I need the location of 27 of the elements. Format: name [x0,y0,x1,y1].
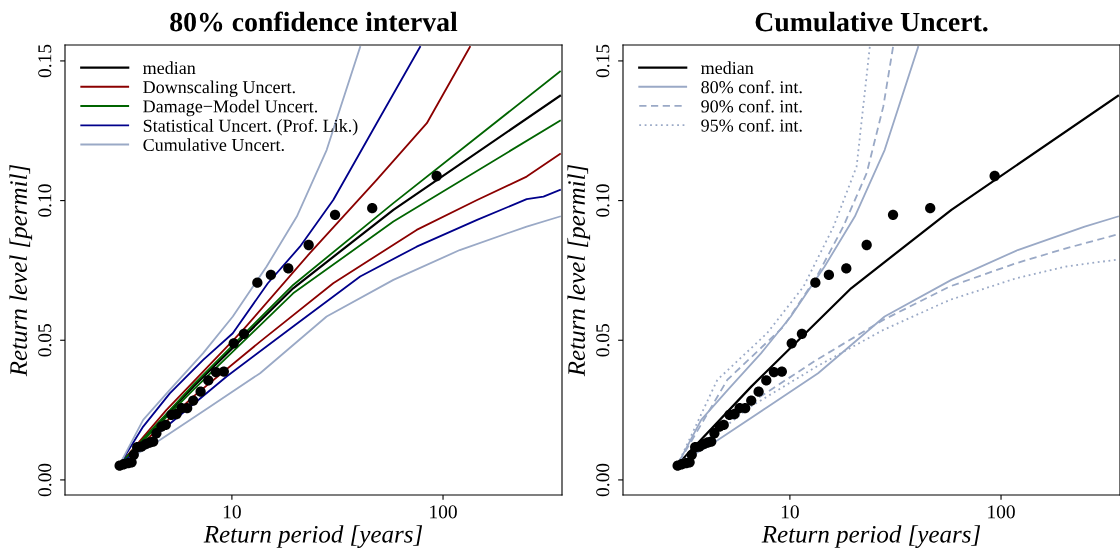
legend-label: 95% conf. int. [701,118,802,132]
legend-label: median [143,61,196,75]
y-axis-title: Return level [permil] [9,164,33,377]
x-tick-label: 10 [223,505,241,519]
y-tick-label: 0.15 [38,44,52,78]
x-axis-title: Return period [years] [761,525,981,548]
legend-label: Statistical Uncert. (Prof. Lik.) [143,118,358,136]
y-tick-label: 0.15 [596,44,610,78]
chart-title: 80% confidence interval [170,11,458,32]
y-tick-label: 0.05 [38,324,52,357]
legend-label: Cumulative Uncert. [143,138,284,152]
y-tick-label: 0.00 [596,463,610,497]
legend-label: Downscaling Uncert. [143,80,295,97]
y-tick-label: 0.10 [38,184,52,217]
chart-title: Cumulative Uncert. [755,11,988,32]
x-tick-label: 100 [430,505,457,519]
y-tick-label: 0.00 [38,463,52,497]
x-axis-title: Return period [years] [203,525,423,548]
legend-label: Damage−Model Uncert. [143,99,318,117]
y-tick-label: 0.10 [596,184,610,217]
legend-label: 80% conf. int. [701,80,802,94]
y-axis-title: Return level [permil] [567,164,591,377]
y-tick-label: 0.05 [596,324,610,357]
x-tick-label: 10 [781,505,799,519]
legend-label: median [701,61,754,75]
legend-label: 90% conf. int. [701,99,802,113]
x-tick-label: 100 [988,505,1015,519]
